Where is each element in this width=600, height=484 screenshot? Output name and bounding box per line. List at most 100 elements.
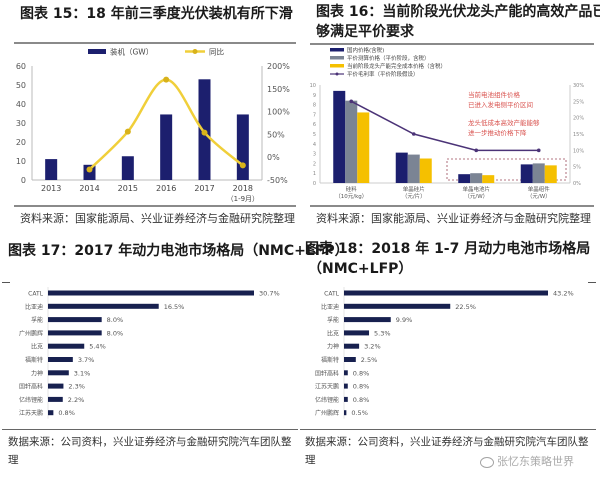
- fig15-legend-bar-label: 装机（GW）: [110, 47, 153, 57]
- fig15-x-tick-label: 2018: [233, 184, 253, 193]
- hbar-category-label: 江苏天鹏: [19, 409, 43, 417]
- hbar-category-label: 国轩高科: [19, 383, 43, 391]
- fig15-title: 图表 15：18 年前三季度光伏装机有所下滑: [20, 6, 293, 22]
- hbar-value-label: 8.0%: [107, 329, 124, 337]
- fig16-bar: [407, 154, 420, 183]
- fig16-bar: [520, 164, 533, 183]
- hbar-value-label: 3.1%: [74, 369, 91, 377]
- fig16-left-tick-label: 9: [313, 93, 316, 99]
- hbar-category-label: 力神: [31, 369, 43, 377]
- fig17-source-line1: 数据来源：公司资料，兴业证券经济与金融研究院汽车团队整: [8, 436, 292, 448]
- hbar-value-label: 43.2%: [553, 290, 574, 298]
- fig16-left-tick-label: 5: [313, 132, 316, 138]
- hbar-value-label: 3.2%: [364, 343, 381, 351]
- fig16-right-tick-label: 5%: [573, 165, 581, 171]
- fig18-title-line2: （NMC+LFP）: [308, 261, 413, 277]
- fig16-title-line1: 图表 16：当前阶段光伏龙头产能的高效产品已能: [316, 4, 600, 20]
- fig16-legend-line-marker: [335, 72, 339, 76]
- fig16-legend-label: 平价测算价格（平价阶段，含税）: [347, 54, 430, 62]
- fig16-x-tick-unit: （元/W）: [464, 193, 488, 200]
- fig15-right-tick-label: 100%: [267, 108, 290, 117]
- hbar-value-label: 0.8%: [353, 396, 370, 404]
- fig16-x-tick-unit: （10元/kg）: [335, 193, 367, 200]
- hbar-bar: [344, 317, 391, 323]
- hbar-bar: [344, 357, 356, 362]
- hbar-category-label: 比亚迪: [25, 303, 43, 311]
- fig15-left-tick-label: 50: [16, 81, 26, 90]
- fig17-chart: CATL 30.7% 比亚迪 16.5% 孚能 8.0% 广州鹏辉 8.0% 比克 5.4% 福斯特…: [19, 287, 280, 419]
- fig16-left-tick-label: 4: [313, 142, 316, 148]
- hbar-category-label: 力神: [327, 343, 339, 351]
- hbar-value-label: 5.3%: [374, 329, 391, 337]
- fig16-left-tick-label: 1: [313, 171, 316, 177]
- fig16-margin-point: [474, 148, 479, 153]
- fig16-left-tick-label: 3: [313, 152, 316, 158]
- fig15-left-tick-label: 60: [16, 62, 26, 71]
- fig16-bar: [470, 173, 483, 183]
- hbar-bar: [48, 290, 254, 296]
- fig16-bar: [458, 174, 471, 183]
- hbar-bar: [344, 396, 348, 402]
- fig15-x-tick-sublabel: （1-9月）: [227, 195, 259, 203]
- fig16-chart: 0 1 2 3 4 5 6 7 8 9 10 0% 5% 10% 15% 20% 25% 30% 硅料（10元/kg…: [310, 46, 585, 200]
- hbar-category-label: 国轩高科: [315, 369, 339, 377]
- hbar-category-label: 孚能: [327, 316, 339, 324]
- fig16-bar: [357, 112, 370, 183]
- hbar-bar: [344, 303, 451, 309]
- hbar-bar: [48, 396, 63, 402]
- figure-16: 图表 16：当前阶段光伏龙头产能的高效产品已能 够满足平价要求 0 1 2 3 4 5 6 7…: [300, 0, 600, 235]
- fig16-legend-label: 平价毛利率（平价阶段假设）: [347, 70, 419, 78]
- hbar-category-label: CATL: [28, 291, 43, 298]
- fig16-bar: [345, 100, 358, 183]
- fig16-left-tick-label: 0: [313, 181, 316, 187]
- fig15-left-tick-label: 10: [16, 157, 26, 166]
- fig15-yoy-point: [163, 76, 170, 83]
- hbar-category-label: 亿纬锂能: [315, 396, 339, 404]
- hbar-value-label: 8.0%: [107, 316, 124, 324]
- fig16-annotation: 已进入发电侧平价区间: [468, 100, 533, 109]
- fig15-x-tick-label: 2014: [79, 184, 99, 193]
- fig16-annotation: 龙头低成本高效产能能够: [468, 118, 540, 127]
- fig16-legend-label: 国内价格(含税): [347, 46, 384, 54]
- fig16-bar: [395, 152, 408, 183]
- hbar-bar: [344, 383, 348, 389]
- fig16-left-tick-label: 10: [310, 83, 316, 89]
- fig15-bar: [121, 156, 134, 180]
- figure-18: 图表 18：2018 年 1-7 月动力电池市场格局 （NMC+LFP） CAT…: [300, 235, 600, 484]
- fig15-source: 资料来源：国家能源局、兴业证券经济与金融研究院整理: [20, 212, 295, 225]
- hbar-value-label: 3.7%: [78, 356, 95, 364]
- hbar-value-label: 0.5%: [351, 409, 368, 417]
- fig17-top-tick-left: [2, 282, 10, 283]
- fig18-top-tick-right: [588, 282, 596, 283]
- fig16-legend-label: 当前阶段龙头产能完全成本价格（含税）: [347, 62, 446, 70]
- hbar-value-label: 0.8%: [353, 369, 370, 377]
- hbar-value-label: 2.5%: [361, 356, 378, 364]
- fig16-margin-point: [411, 132, 416, 136]
- fig15-left-tick-label: 30: [16, 119, 26, 128]
- fig15-x-tick-label: 2017: [194, 184, 214, 193]
- fig16-legend-swatch: [330, 64, 344, 68]
- fig18-source-line2: 理: [305, 454, 316, 466]
- fig17-title: 图表 17：2017 年动力电池市场格局（NMC+LFP）: [8, 243, 349, 259]
- fig16-margin-point: [349, 99, 354, 104]
- wechat-watermark: 张忆东策略世界: [480, 453, 574, 469]
- fig18-bottom-rule: [300, 429, 596, 430]
- fig16-right-tick-label: 10%: [573, 148, 584, 154]
- fig15-yoy-point: [86, 166, 93, 173]
- hbar-category-label: CATL: [324, 291, 339, 298]
- fig15-x-tick-label: 2013: [41, 184, 61, 193]
- fig16-margin-point: [536, 148, 541, 153]
- hbar-bar: [48, 330, 102, 336]
- fig15-right-tick-label: 200%: [267, 62, 290, 71]
- fig15-bar: [45, 159, 58, 180]
- fig16-x-tick-unit: （元/片）: [402, 192, 426, 200]
- hbar-category-label: 比亚迪: [321, 303, 339, 311]
- fig15-top-rule: [14, 42, 296, 44]
- fig16-right-tick-label: 20%: [573, 116, 584, 122]
- fig15-yoy-point: [239, 162, 246, 169]
- fig16-title-line2: 够满足平价要求: [316, 24, 414, 40]
- fig16-highlight-box: [446, 158, 567, 181]
- fig15-yoy-point: [124, 128, 131, 135]
- hbar-value-label: 9.9%: [396, 316, 413, 324]
- fig16-top-rule: [310, 43, 594, 45]
